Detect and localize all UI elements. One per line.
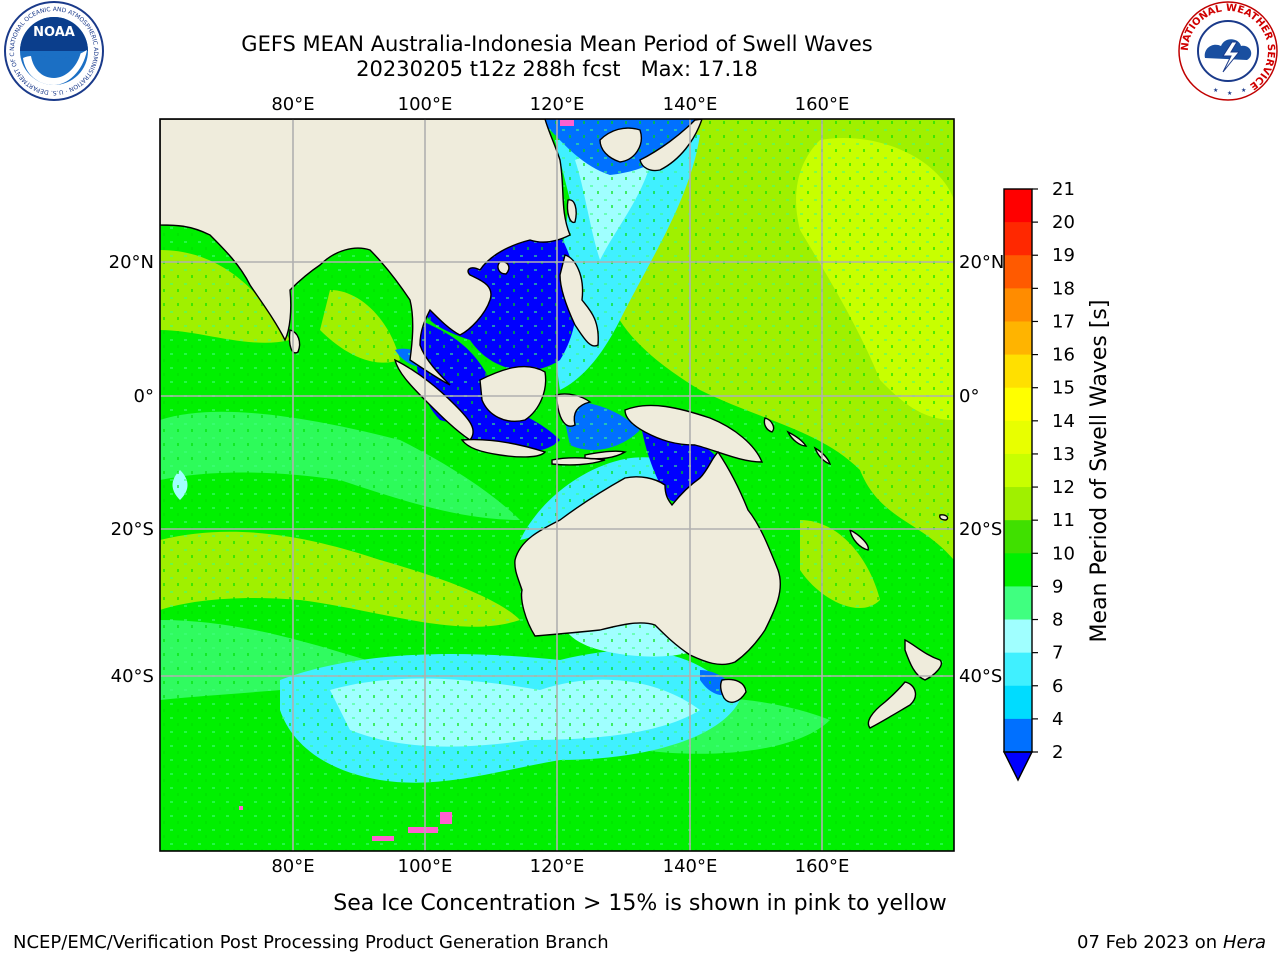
svg-text:★: ★ xyxy=(1213,87,1218,94)
lon-label: 140°E xyxy=(663,94,718,115)
colorbar-tick-label: 7 xyxy=(1052,643,1063,664)
colorbar-tick-label: 6 xyxy=(1052,676,1063,697)
colorbar-segment xyxy=(1004,586,1032,621)
lat-labels-left: 20°N 0° 20°S 40°S xyxy=(109,252,154,687)
colorbar-segment xyxy=(1004,520,1032,554)
colorbar-tick-label: 21 xyxy=(1052,179,1075,200)
lat-label: 20°N xyxy=(959,252,1004,273)
lon-label: 140°E xyxy=(663,856,718,877)
svg-text:★: ★ xyxy=(1227,90,1232,97)
lon-label: 100°E xyxy=(398,856,453,877)
land-masses xyxy=(160,119,949,729)
noaa-logo-text: NOAA xyxy=(33,25,75,40)
colorbar-tick-label: 17 xyxy=(1052,311,1075,332)
colorbar-segment xyxy=(1004,222,1032,256)
lon-label: 120°E xyxy=(530,856,585,877)
colorbar-segment xyxy=(1004,387,1032,422)
lon-label: 160°E xyxy=(795,94,850,115)
colorbar-tick-label: 13 xyxy=(1052,444,1075,465)
lon-labels-bottom: 80°E 100°E 120°E 140°E 160°E xyxy=(271,856,849,877)
colorbar-tick-label: 10 xyxy=(1052,543,1075,564)
colorbar-segment xyxy=(1004,718,1032,753)
colorbar-segment xyxy=(1004,453,1032,488)
colorbar-label: Mean Period of Swell Waves [s] xyxy=(1087,300,1112,643)
colorbar-segment xyxy=(1004,487,1032,521)
lon-labels-top: 80°E 100°E 120°E 140°E 160°E xyxy=(271,94,849,115)
lat-label: 40°S xyxy=(959,666,1002,687)
colorbar-frame xyxy=(1003,188,1033,753)
lat-label: 0° xyxy=(134,386,154,407)
footer-on-text: on xyxy=(1194,932,1218,953)
footer-date-text: 07 Feb 2023 xyxy=(1077,932,1190,953)
colorbar-tick-label: 9 xyxy=(1052,576,1063,597)
colorbar-segment xyxy=(1004,619,1032,654)
lat-label: 0° xyxy=(959,386,979,407)
lon-label: 160°E xyxy=(795,856,850,877)
colorbar-extend-min xyxy=(1002,751,1034,782)
colorbar-segment xyxy=(1004,685,1032,720)
lat-label: 20°S xyxy=(959,519,1002,540)
colorbar-tick-label: 11 xyxy=(1052,510,1075,531)
sea-ice-patches xyxy=(239,120,574,841)
colorbar-tick-label: 14 xyxy=(1052,411,1075,432)
gridlines xyxy=(160,119,954,851)
title-line-2: 20230205 t12z 288h fcst Max: 17.18 xyxy=(356,57,758,81)
lon-label: 120°E xyxy=(530,94,585,115)
colorbar-segment xyxy=(1004,288,1032,322)
noaa-logo: NATIONAL OCEANIC AND ATMOSPHERIC ADMINIS… xyxy=(3,0,104,101)
colorbar-segment xyxy=(1004,354,1032,389)
colorbar-tick-label: 20 xyxy=(1052,212,1075,233)
nws-logo: NATIONAL WEATHER SERVICE ★ ★ ★ xyxy=(1178,1,1278,101)
lon-label: 100°E xyxy=(398,94,453,115)
lat-labels-right: 20°N 0° 20°S 40°S xyxy=(959,252,1004,687)
lat-label: 20°S xyxy=(111,519,154,540)
wave-period-field xyxy=(160,119,954,851)
lon-label: 80°E xyxy=(271,856,314,877)
footer-host: Hera xyxy=(1222,932,1266,953)
colorbar-tick-label: 19 xyxy=(1052,245,1075,266)
colorbar-tick-label: 2 xyxy=(1052,742,1063,763)
footer-date: 07 Feb 2023 on Hera xyxy=(1077,932,1266,953)
colorbar-tick-label: 15 xyxy=(1052,378,1075,399)
colorbar-tick-label: 8 xyxy=(1052,610,1063,631)
colorbar-segment xyxy=(1004,420,1032,455)
colorbar-tick-label: 4 xyxy=(1052,709,1063,730)
colorbar-tick-label: 12 xyxy=(1052,477,1075,498)
colorbar-tick-label: 16 xyxy=(1052,345,1075,366)
lat-label: 20°N xyxy=(109,252,154,273)
colorbar-segment xyxy=(1004,553,1032,587)
footer-credit: NCEP/EMC/Verification Post Processing Pr… xyxy=(13,932,609,953)
colorbar: 2 4 6 7 8 9 10 11 12 13 14 15 16 17 18 19 20 21 xyxy=(1002,179,1075,782)
map-frame xyxy=(159,118,955,852)
colorbar-segment xyxy=(1004,189,1032,223)
title-line-1: GEFS MEAN Australia-Indonesia Mean Perio… xyxy=(241,32,873,56)
colorbar-segment xyxy=(1004,321,1032,356)
lat-label: 40°S xyxy=(111,666,154,687)
colorbar-tick-label: 18 xyxy=(1052,278,1075,299)
sea-ice-note: Sea Ice Concentration > 15% is shown in … xyxy=(333,891,947,916)
colorbar-segment xyxy=(1004,652,1032,687)
svg-text:★: ★ xyxy=(1241,87,1246,94)
colorbar-segment xyxy=(1004,255,1032,289)
lon-label: 80°E xyxy=(271,94,314,115)
